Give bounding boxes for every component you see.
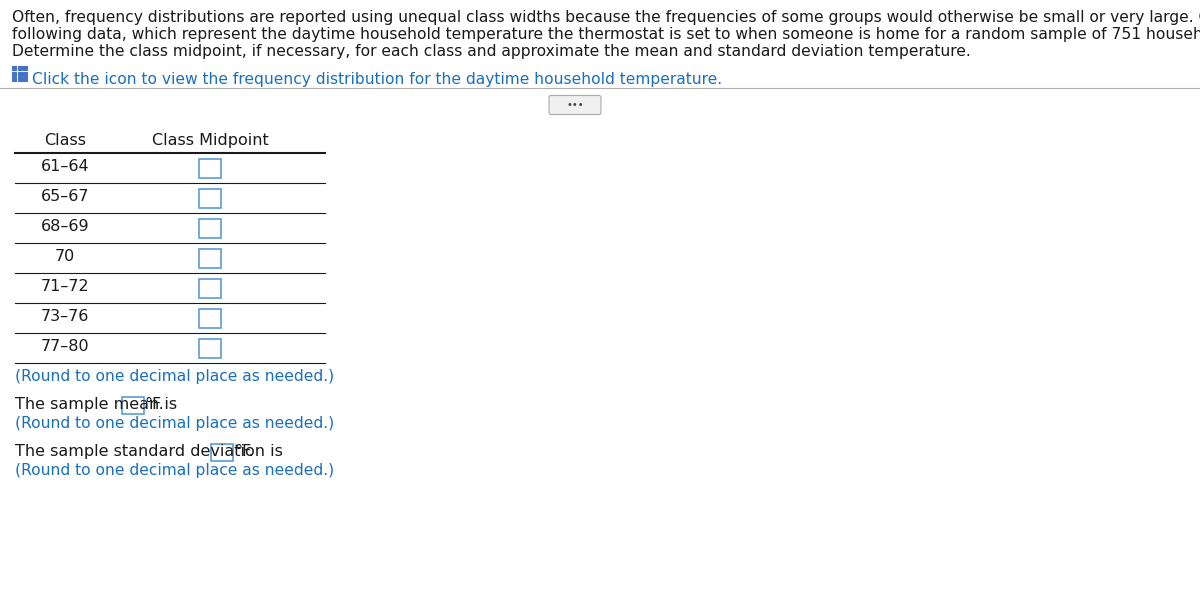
Bar [199,189,221,208]
Text: Class Midpoint: Class Midpoint [151,133,269,148]
Bar [199,278,221,297]
Text: (Round to one decimal place as needed.): (Round to one decimal place as needed.) [14,463,334,478]
Bar [23,72,28,75]
Bar [211,444,233,461]
Text: 71–72: 71–72 [41,279,89,294]
Text: Click the icon to view the frequency distribution for the daytime household temp: Click the icon to view the frequency dis… [31,72,721,87]
Bar [199,219,221,238]
Text: 61–64: 61–64 [41,159,89,174]
Bar [199,309,221,328]
Text: 77–80: 77–80 [41,339,89,354]
Bar [122,397,144,414]
Bar [23,77,28,81]
Text: 73–76: 73–76 [41,309,89,324]
Text: (Round to one decimal place as needed.): (Round to one decimal place as needed.) [14,416,334,431]
Text: 68–69: 68–69 [41,219,89,234]
Text: Class: Class [44,133,86,148]
Text: 65–67: 65–67 [41,189,89,204]
Bar [199,248,221,267]
Text: (Round to one decimal place as needed.): (Round to one decimal place as needed.) [14,369,334,384]
Text: °F.: °F. [145,397,164,412]
Bar [18,77,22,81]
Bar [199,158,221,177]
Text: 70: 70 [55,249,76,264]
Bar [23,66,28,70]
Text: The sample standard deviation is: The sample standard deviation is [14,444,288,459]
Text: following data, which represent the daytime household temperature the thermostat: following data, which represent the dayt… [12,27,1200,42]
Bar [199,338,221,358]
Text: °F.: °F. [234,444,253,459]
Bar [18,72,22,75]
Bar [12,77,16,81]
FancyBboxPatch shape [550,96,601,115]
Text: Determine the class midpoint, if necessary, for each class and approximate the m: Determine the class midpoint, if necessa… [12,44,971,59]
Text: The sample mean is: The sample mean is [14,397,182,412]
Text: Often, frequency distributions are reported using unequal class widths because t: Often, frequency distributions are repor… [12,10,1200,25]
Bar [18,66,22,70]
Bar [12,66,16,70]
Text: •••: ••• [566,100,584,110]
Bar [12,72,16,75]
